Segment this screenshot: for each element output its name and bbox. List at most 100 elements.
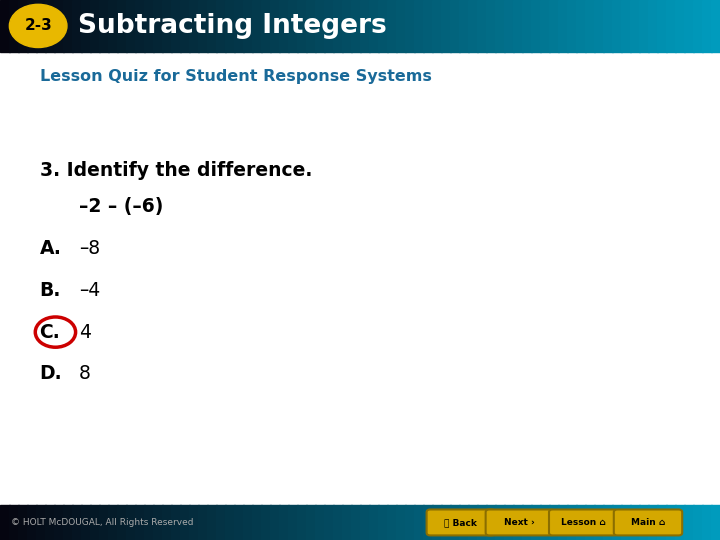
Text: Lesson ⌂: Lesson ⌂ [561, 518, 606, 527]
Bar [0, 0, 11, 52]
Bar [684, 505, 694, 540]
Bar [513, 0, 523, 52]
Bar [162, 505, 173, 540]
Bar [630, 0, 641, 52]
Bar [72, 505, 82, 540]
Text: –4: –4 [79, 281, 101, 300]
Bar [216, 505, 226, 540]
Text: C.: C. [40, 322, 60, 342]
Text: Main ⌂: Main ⌂ [631, 518, 665, 527]
Bar [126, 505, 137, 540]
Bar [387, 505, 397, 540]
Bar [36, 505, 46, 540]
Bar [450, 505, 461, 540]
Bar [675, 0, 685, 52]
Bar [243, 0, 253, 52]
Bar [702, 0, 712, 52]
Bar [36, 0, 46, 52]
Bar [108, 0, 119, 52]
Bar [432, 505, 442, 540]
Bar [702, 505, 712, 540]
Bar [189, 505, 199, 540]
Text: Subtracting Integers: Subtracting Integers [78, 13, 387, 39]
Bar [711, 0, 720, 52]
Bar [585, 0, 595, 52]
Bar [342, 0, 353, 52]
Text: D.: D. [40, 364, 62, 383]
Text: 〈 Back: 〈 Back [444, 518, 477, 527]
Text: –2 – (–6): –2 – (–6) [79, 197, 163, 216]
Bar [279, 505, 289, 540]
Bar [432, 0, 442, 52]
Bar [423, 0, 433, 52]
Bar [477, 0, 487, 52]
Bar [261, 0, 271, 52]
Bar [243, 505, 253, 540]
Bar [405, 0, 415, 52]
Bar [234, 505, 245, 540]
Text: 3. Identify the difference.: 3. Identify the difference. [40, 160, 312, 180]
Bar [387, 0, 397, 52]
Bar [594, 0, 604, 52]
Bar [576, 505, 586, 540]
Bar [315, 0, 325, 52]
Bar [9, 505, 19, 540]
Bar [612, 0, 622, 52]
Bar [27, 0, 37, 52]
Text: Lesson Quiz for Student Response Systems: Lesson Quiz for Student Response Systems [40, 69, 431, 84]
Bar [486, 505, 497, 540]
Bar [144, 505, 154, 540]
Bar [405, 505, 415, 540]
Bar [126, 0, 137, 52]
Bar [549, 0, 559, 52]
Bar [99, 0, 109, 52]
Bar [315, 505, 325, 540]
Bar [441, 505, 451, 540]
FancyBboxPatch shape [426, 510, 495, 536]
Bar [279, 0, 289, 52]
Bar [522, 0, 532, 52]
Bar [603, 0, 613, 52]
Bar [324, 0, 334, 52]
Bar [90, 0, 101, 52]
Bar [342, 505, 353, 540]
Bar [693, 505, 703, 540]
Bar [558, 0, 569, 52]
Bar [333, 0, 343, 52]
Bar [414, 505, 424, 540]
Bar [675, 505, 685, 540]
Bar [117, 0, 127, 52]
Bar [189, 0, 199, 52]
Bar [180, 505, 190, 540]
Text: © HOLT McDOUGAL, All Rights Reserved: © HOLT McDOUGAL, All Rights Reserved [11, 518, 193, 527]
Bar [567, 0, 577, 52]
Bar [450, 0, 461, 52]
FancyBboxPatch shape [485, 510, 554, 536]
Bar [441, 0, 451, 52]
Bar [630, 505, 641, 540]
Bar [693, 0, 703, 52]
Bar [657, 505, 667, 540]
Bar [513, 505, 523, 540]
Bar [666, 505, 677, 540]
Bar [396, 0, 407, 52]
Bar [54, 505, 65, 540]
Bar [639, 505, 649, 540]
Bar [522, 505, 532, 540]
Bar [63, 505, 73, 540]
Bar [153, 0, 163, 52]
Bar [504, 0, 514, 52]
Bar [351, 0, 361, 52]
Bar [459, 505, 469, 540]
Bar [81, 0, 91, 52]
Bar [135, 0, 145, 52]
Bar [369, 505, 379, 540]
Text: Next ›: Next › [505, 518, 535, 527]
Bar [63, 0, 73, 52]
Bar [108, 505, 119, 540]
Bar [468, 0, 478, 52]
Bar [531, 505, 541, 540]
Bar [45, 505, 55, 540]
Bar [423, 505, 433, 540]
Bar [684, 0, 694, 52]
